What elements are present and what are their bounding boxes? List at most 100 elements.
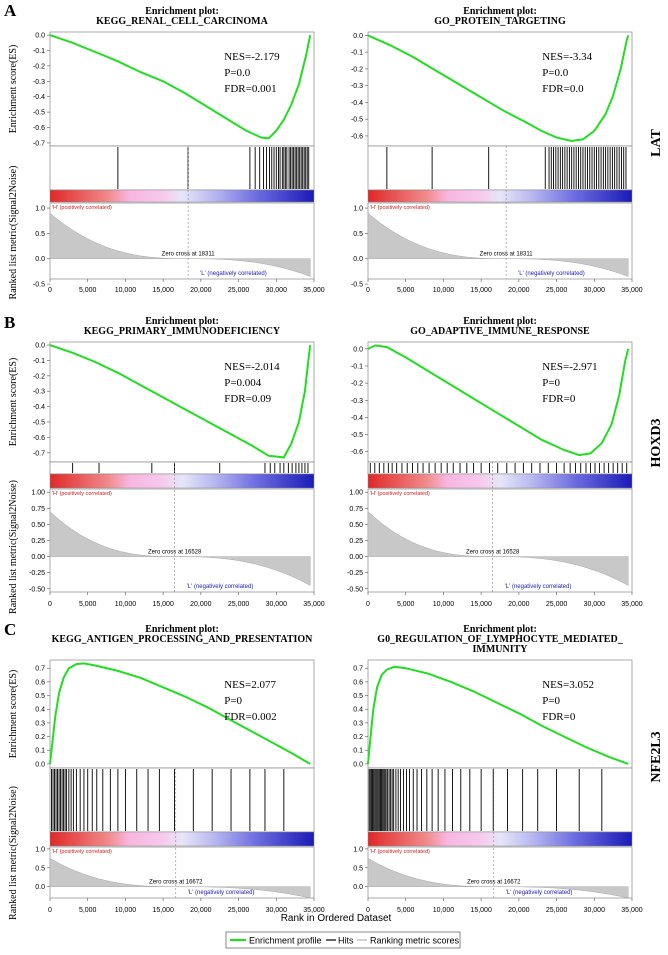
x-tick-label: 20,000 [190,601,212,608]
legend-frame [225,931,461,949]
x-tick-label: 0 [48,601,52,608]
es-stat-1: P=0.0 [224,67,251,79]
es-stat-2: FDR=0 [542,393,576,405]
panel-title: Enrichment plot: [463,316,537,327]
legend-es-label: Enrichment profile [249,936,322,946]
panel-subtitle: KEGG_ANTIGEN_PROCESSING_AND_PRESENTATION [52,634,314,645]
metric-tick-label: 0.5 [353,231,363,238]
es-tick-label: 0.5 [353,693,363,700]
x-tick-label: 20,000 [508,601,530,608]
x-tick-label: 0 [48,287,52,294]
metric-tick-label: 1.0 [353,846,363,853]
x-tick-label: 25,000 [546,287,568,294]
es-stat-0: NES=-2.971 [542,361,597,373]
es-tick-label: 0.1 [35,748,45,755]
es-tick-label: 0.0 [35,33,45,40]
rank-color-band [367,473,633,489]
es-tick-label: -0.2 [33,373,45,380]
metric-area [367,212,629,277]
row-letter-c: C [4,620,16,639]
es-curve [367,344,630,457]
es-curve [367,665,629,765]
x-tick-label: 30,000 [266,287,288,294]
x-tick-label: 5,000 [397,601,415,608]
panel-title: Enrichment plot: [463,6,537,17]
es-stat-0: NES=-3.34 [542,51,592,63]
x-tick-label: 35,000 [303,601,325,608]
panel-subtitle: G0_REGULATION_OF_LYMPHOCYTE_MEDIATED_ [377,634,623,645]
es-tick-label: -0.6 [351,449,363,456]
metric-tick-label: 1.00 [31,490,45,497]
pos-correlated-label: 'H' (positively correlated) [52,205,112,211]
es-tick-label: 0.0 [353,346,363,353]
es-plot-frame [367,659,633,769]
es-tick-label: 0.0 [353,761,363,768]
metric-frame [367,202,633,280]
es-tick-label: -0.4 [33,94,45,101]
metric-y-axis-title: Ranked list metric(Signal2Noise) [8,166,19,300]
x-tick-label: 25,000 [546,601,568,608]
es-tick-label: -0.5 [351,432,363,439]
panel-subtitle: GO_ADAPTIVE_IMMUNE_RESPONSE [410,326,590,337]
es-tick-label: -0.6 [33,435,45,442]
gene-label-nfe2l3: NFE2L3 [649,731,664,782]
es-y-axis-title: Enrichment score(ES) [8,358,19,447]
es-y-axis-title: Enrichment score(ES) [8,670,19,759]
x-tick-label: 15,000 [152,907,174,914]
es-tick-label: -0.1 [351,364,363,371]
pos-correlated-label: 'H' (positively correlated) [370,205,430,211]
pos-correlated-label: 'H' (positively correlated) [370,491,430,497]
metric-tick-label: 0.5 [353,865,363,872]
es-stat-2: FDR=0.09 [224,393,271,405]
es-stat-1: P=0.0 [542,67,569,79]
es-tick-label: 0.1 [353,748,363,755]
x-tick-label: 20,000 [508,907,530,914]
pos-correlated-label: 'H' (positively correlated) [52,849,112,855]
neg-correlated-label: 'L' (negatively correlated) [187,584,254,590]
x-tick-label: 10,000 [433,287,455,294]
es-stat-1: P=0 [224,695,242,707]
es-tick-label: -0.3 [351,398,363,405]
row-letter-a: A [4,1,17,20]
x-tick-label: 20,000 [508,287,530,294]
x-tick-label: 35,000 [621,287,643,294]
metric-area [49,510,311,587]
x-tick-label: 30,000 [584,907,606,914]
x-tick-label: 5,000 [79,907,97,914]
x-tick-label: 30,000 [266,907,288,914]
x-tick-label: 35,000 [621,601,643,608]
x-tick-label: 35,000 [621,907,643,914]
x-tick-label: 15,000 [470,907,492,914]
rank-color-band [49,831,315,847]
x-tick-label: 5,000 [397,907,415,914]
es-tick-label: -0.2 [33,63,45,70]
x-tick-label: 35,000 [303,287,325,294]
es-stat-2: FDR=0.001 [224,83,276,95]
es-tick-label: -0.2 [351,381,363,388]
es-stat-1: P=0.004 [224,377,262,389]
panel-title: Enrichment plot: [145,6,219,17]
x-tick-label: 25,000 [228,287,250,294]
rank-color-band [49,473,315,489]
legend: Enrichment profile Hits Ranking metric s… [225,931,461,949]
gene-label-lat: LAT [649,128,664,156]
gene-label-hoxd3: HOXD3 [649,419,664,468]
metric-tick-label: 0.5 [35,231,45,238]
x-tick-label: 30,000 [584,601,606,608]
es-stat-2: FDR=0.002 [224,711,276,723]
rank-color-band [49,189,315,203]
zero-cross-label: Zero cross at 16672 [467,880,521,886]
es-tick-label: 0.7 [35,666,45,673]
metric-area [49,212,311,277]
x-tick-label: 15,000 [470,287,492,294]
metric-tick-label: 0.0 [353,256,363,263]
metric-tick-label: 0.00 [349,554,363,561]
x-tick-label: 25,000 [546,907,568,914]
es-curve [49,34,312,140]
neg-correlated-label: 'L' (negatively correlated) [200,271,267,277]
zero-cross-label: Zero cross at 18311 [480,252,534,258]
x-tick-label: 15,000 [152,601,174,608]
metric-tick-label: -0.50 [347,586,363,593]
es-tick-label: 0.0 [35,343,45,350]
es-tick-label: -0.4 [351,415,363,422]
